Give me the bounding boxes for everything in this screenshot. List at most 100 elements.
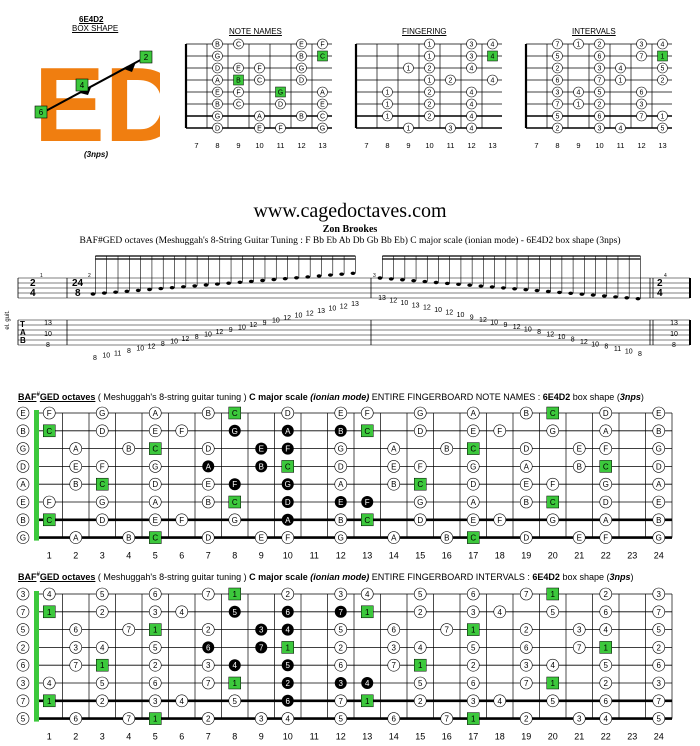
mini-fret-number: 10	[255, 141, 263, 150]
note-label: 7	[577, 643, 582, 652]
note-label: A	[338, 480, 344, 489]
root-note-marker	[361, 424, 374, 438]
shape-note-label: 4	[286, 626, 291, 635]
logo-letters: ED	[34, 46, 160, 145]
fret-number: 2	[73, 732, 78, 742]
note-label: E	[259, 534, 264, 543]
root-note-label: C	[470, 534, 476, 543]
note-head	[305, 275, 311, 279]
note-label: D	[603, 498, 609, 507]
mini-note: 4	[619, 126, 623, 133]
note-marker	[148, 694, 162, 708]
shape-note-marker	[361, 496, 374, 508]
root-note-marker	[96, 658, 109, 672]
note-marker	[387, 712, 401, 725]
mini-fret-number: 11	[617, 141, 625, 150]
mini-note: 1	[407, 126, 411, 133]
mini-note: 5	[661, 66, 665, 73]
note-marker	[387, 658, 401, 672]
tab-number: 8	[127, 348, 131, 355]
note-label: D	[417, 427, 423, 436]
note-marker	[466, 694, 480, 708]
note-head	[489, 285, 495, 289]
mini-note: 1	[386, 114, 390, 121]
note-marker	[599, 442, 613, 455]
note-label: 7	[206, 590, 211, 599]
root-note-marker	[149, 712, 162, 725]
note-marker	[334, 531, 348, 544]
fret-number: 16	[442, 551, 452, 561]
note-label: 6	[471, 590, 476, 599]
note-marker	[387, 531, 401, 544]
note-label: 6	[604, 697, 609, 706]
mini-note: 3	[556, 90, 560, 97]
mini-note: G	[278, 90, 283, 97]
mini-note: 3	[640, 42, 644, 49]
note-marker	[148, 424, 162, 438]
note-marker	[599, 424, 613, 438]
note-marker	[519, 531, 533, 544]
fret-number: 4	[126, 732, 131, 742]
root-note-marker	[43, 694, 56, 708]
tab-number: 12	[580, 339, 588, 346]
mini-fret-number: 9	[406, 141, 410, 150]
note-label: 5	[657, 715, 662, 724]
note-label: D	[603, 409, 609, 418]
fret-number: 1	[47, 732, 52, 742]
mini-note: G	[215, 114, 220, 121]
note-marker	[16, 676, 30, 690]
fret-number: 22	[601, 551, 611, 561]
note-label: E	[656, 498, 661, 507]
note-marker	[413, 406, 427, 420]
note-head	[422, 279, 428, 284]
note-marker	[148, 406, 162, 420]
note-label: B	[126, 445, 131, 454]
mini-note: 6	[598, 54, 602, 61]
mini-fret-number: 7	[194, 141, 198, 150]
note-label: 5	[551, 697, 556, 706]
tab-number: 12	[423, 305, 431, 312]
mini-note: 1	[428, 78, 432, 85]
note-head	[226, 281, 232, 285]
note-label: E	[20, 409, 25, 418]
root-note-marker	[467, 442, 480, 455]
note-label: 7	[339, 697, 344, 706]
note-label: F	[603, 534, 608, 543]
note-marker	[16, 694, 30, 708]
note-label: E	[656, 409, 661, 418]
mini-note: 7	[556, 102, 560, 109]
note-marker	[652, 513, 666, 527]
fret-number: 9	[259, 732, 264, 742]
root-note-marker	[546, 676, 559, 690]
note-marker	[201, 477, 215, 491]
root-note-label: C	[417, 480, 423, 489]
tab-number: 10	[401, 300, 409, 307]
mini-note: 4	[491, 78, 495, 85]
note-head	[400, 278, 405, 282]
note-marker	[95, 641, 109, 654]
root-note-label: C	[232, 409, 238, 418]
note-label: 6	[471, 679, 476, 688]
note-label: 4	[604, 715, 609, 724]
note-head	[388, 277, 394, 281]
root-note-label: 1	[471, 715, 476, 724]
tab-number: 10	[136, 346, 144, 353]
note-label: 6	[524, 643, 529, 652]
note-label: 5	[153, 643, 158, 652]
root-note-marker	[546, 495, 559, 509]
note-label: 4	[418, 643, 423, 652]
note-marker	[387, 623, 401, 636]
note-label: B	[577, 462, 582, 471]
shape-note-marker	[334, 424, 347, 437]
tab-number: 11	[614, 346, 621, 353]
tab-letter: B	[20, 336, 26, 345]
note-marker	[69, 658, 83, 672]
shape-note-marker	[228, 659, 241, 672]
note-label: 7	[127, 626, 132, 635]
note-label: F	[418, 462, 423, 471]
note-head	[478, 284, 484, 288]
root-note-marker	[467, 712, 480, 725]
note-head	[444, 281, 450, 286]
shape-note-marker	[255, 623, 268, 636]
note-marker	[519, 442, 533, 455]
